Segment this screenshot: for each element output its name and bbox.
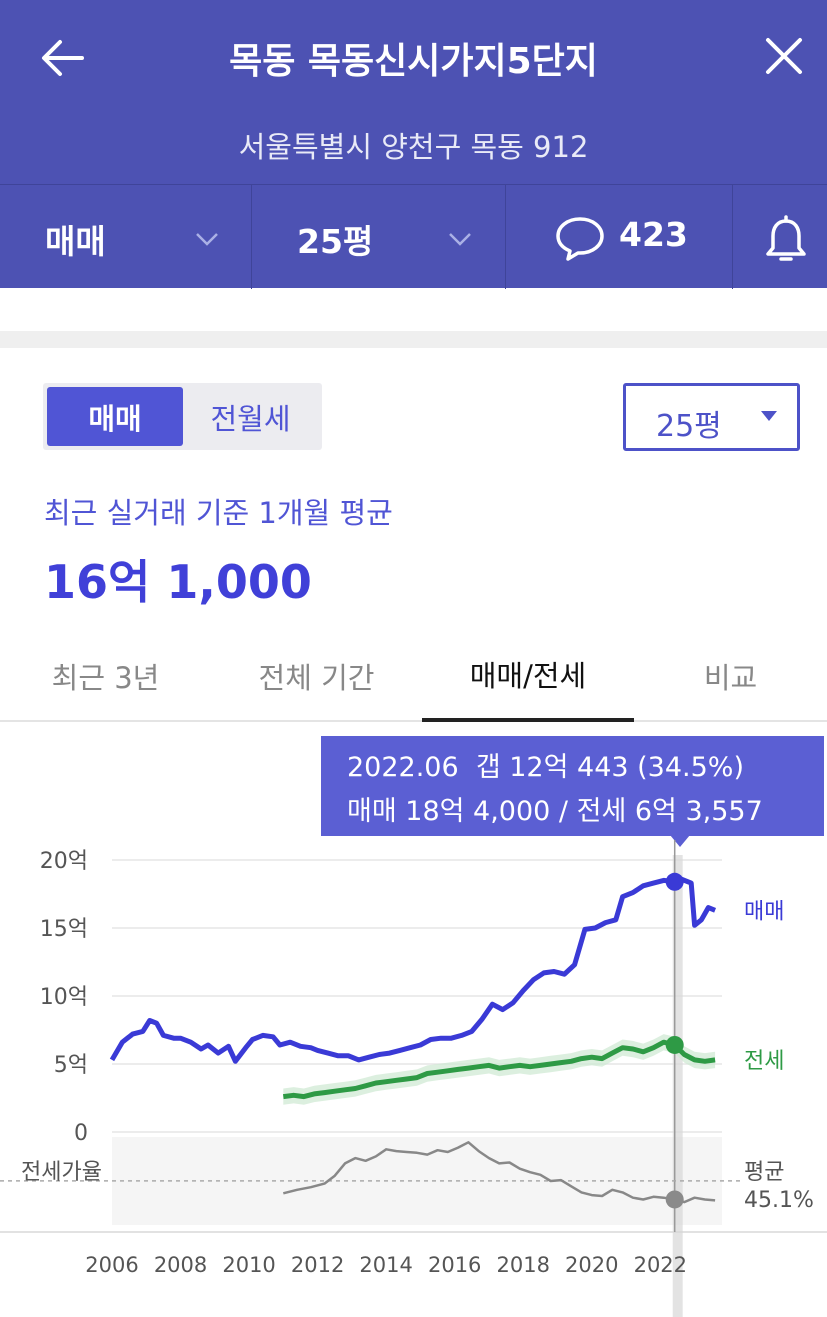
sale-marker xyxy=(665,872,684,891)
chevron-down-icon xyxy=(449,233,471,246)
ratio-average-label: 평균 xyxy=(744,1160,784,1185)
size-select-label: 25평 xyxy=(656,409,722,444)
bell-icon xyxy=(766,215,806,261)
chevron-down-icon xyxy=(196,233,218,246)
y-tick-label: 15억 xyxy=(40,917,88,942)
jeonse-ratio-line xyxy=(282,1141,716,1204)
period-tabs: 최근 3년 전체 기간 매매/전세 비교 xyxy=(0,630,827,722)
ratio-label: 전세가율 xyxy=(21,1160,102,1185)
header-bar: 목동 목동신시가지5단지 서울특별시 양천구 목동 912 매매 25평 423 xyxy=(0,0,827,289)
trade-toggle: 매매 전월세 xyxy=(43,383,322,450)
ratio-marker xyxy=(665,1190,684,1209)
x-tick-label: 2008 xyxy=(154,1253,207,1277)
divider xyxy=(251,185,252,289)
sale-series-label: 매매 xyxy=(744,899,784,924)
chart-tooltip: 2022.06 갭 12억 443 (34.5%) 매매 18억 4,000 /… xyxy=(321,736,824,836)
line-layer xyxy=(109,872,717,1209)
band-layer xyxy=(0,840,742,1317)
size-select[interactable]: 25평 xyxy=(623,383,800,451)
x-tick-label: 2014 xyxy=(359,1253,412,1277)
trade-type-label: 매매 xyxy=(45,222,106,261)
notification-button[interactable] xyxy=(733,185,827,289)
area-dropdown[interactable]: 25평 xyxy=(252,185,505,289)
ratio-average-value: 45.1% xyxy=(744,1188,814,1213)
tab-compare[interactable]: 비교 xyxy=(703,661,758,695)
x-tick-label: 2020 xyxy=(565,1253,618,1277)
y-tick-label: 20억 xyxy=(40,849,88,874)
x-tick-label: 2022 xyxy=(634,1253,687,1277)
comment-count: 423 xyxy=(619,215,688,254)
recent-price-value: 16억 1,000 xyxy=(44,555,312,609)
tab-recent-3y[interactable]: 최근 3년 xyxy=(51,661,160,695)
comments-button[interactable]: 423 xyxy=(506,185,732,289)
trade-type-dropdown[interactable]: 매매 xyxy=(0,185,251,289)
tab-sale-jeonse[interactable]: 매매/전세 xyxy=(422,630,634,722)
section-separator xyxy=(0,331,827,348)
jeonse-series-label: 전세 xyxy=(744,1049,784,1074)
highlight-band xyxy=(672,855,683,1317)
toggle-rent-button[interactable]: 전월세 xyxy=(210,401,291,436)
selector-row: 매매 25평 423 xyxy=(0,184,827,289)
divider xyxy=(732,185,733,289)
area-label: 25평 xyxy=(297,222,374,261)
tooltip-line-1: 2022.06 갭 12억 443 (34.5%) xyxy=(347,752,744,783)
toggle-sale-button[interactable]: 매매 xyxy=(47,387,183,446)
caret-down-icon xyxy=(761,411,777,421)
x-tick-label: 2016 xyxy=(428,1253,481,1277)
x-tick-label: 2010 xyxy=(222,1253,275,1277)
tab-all-period[interactable]: 전체 기간 xyxy=(258,661,375,695)
y-tick-label: 10억 xyxy=(40,985,88,1010)
address-text: 서울특별시 양천구 목동 912 xyxy=(238,130,589,164)
jeonse-price-line xyxy=(282,1039,716,1100)
x-tick-label: 2018 xyxy=(497,1253,550,1277)
x-tick-label: 2006 xyxy=(85,1253,138,1277)
sale-price-line xyxy=(109,876,717,1064)
speech-bubble-icon xyxy=(556,217,604,261)
y-tick-label: 5억 xyxy=(54,1053,88,1078)
close-icon[interactable] xyxy=(762,34,806,78)
y-tick-label: 0 xyxy=(74,1121,88,1146)
x-tick-label: 2012 xyxy=(291,1253,344,1277)
back-arrow-icon[interactable] xyxy=(38,36,86,80)
jeonse-marker xyxy=(665,1035,684,1054)
recent-price-caption: 최근 실거래 기준 1개월 평균 xyxy=(44,496,393,530)
tooltip-line-2: 매매 18억 4,000 / 전세 6억 3,557 xyxy=(347,796,763,827)
divider xyxy=(505,185,506,289)
page-title: 목동 목동신시가지5단지 xyxy=(229,41,598,82)
